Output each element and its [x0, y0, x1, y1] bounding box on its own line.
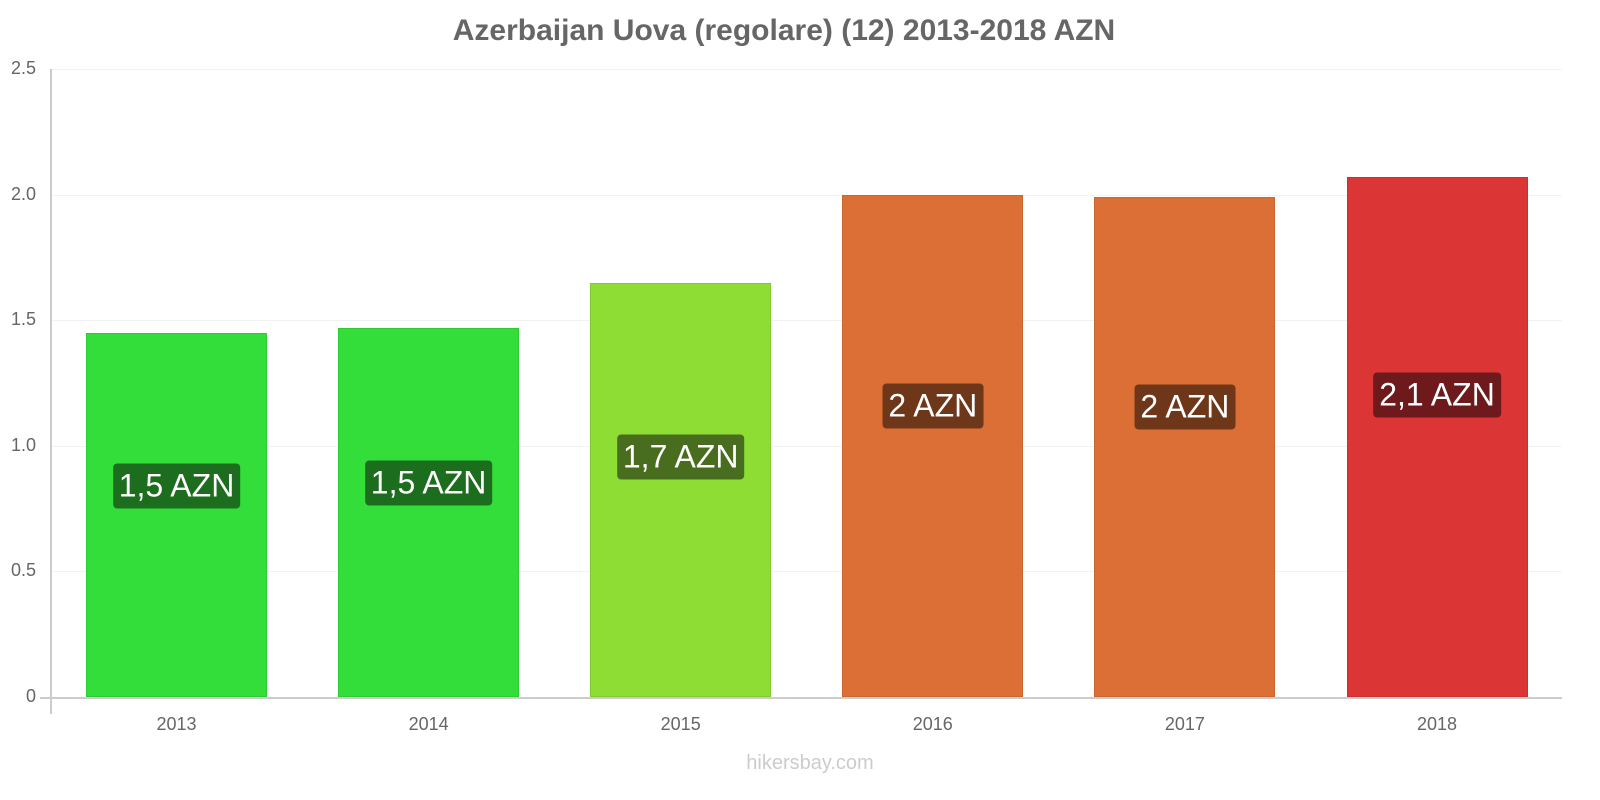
- chart-title: Azerbaijan Uova (regolare) (12) 2013-201…: [452, 14, 1116, 47]
- y-tick-label: 1.5: [10, 309, 36, 330]
- x-tick-label: 2017: [1164, 714, 1205, 734]
- x-tick-label: 2015: [660, 714, 701, 734]
- x-tick-label: 2018: [1416, 714, 1458, 734]
- gridline: [52, 445, 1562, 447]
- bar-2016[interactable]: [842, 194, 1024, 697]
- data-label: 1,7 AZN: [616, 434, 745, 480]
- y-axis-line: [50, 69, 52, 714]
- x-tick-label: 2016: [912, 714, 953, 734]
- bar-2015[interactable]: [590, 282, 772, 697]
- x-tick-label: 2013: [156, 714, 197, 734]
- data-label: 1,5 AZN: [112, 463, 241, 509]
- data-label: 1,5 AZN: [364, 460, 493, 506]
- bar-2013[interactable]: [86, 332, 267, 697]
- bar-2018[interactable]: [1346, 177, 1528, 697]
- bar-2014[interactable]: [338, 327, 520, 697]
- x-axis-line: [40, 697, 1562, 699]
- bar-2017[interactable]: [1094, 197, 1276, 697]
- gridline: [52, 320, 1562, 322]
- y-tick-label: 2.0: [10, 183, 36, 204]
- data-label: 2 AZN: [1134, 384, 1236, 430]
- x-tick-label: 2014: [408, 714, 449, 734]
- data-label: 2 AZN: [882, 383, 984, 429]
- y-tick-label: 0.5: [10, 560, 36, 581]
- y-tick-label: 1.0: [10, 434, 36, 455]
- data-label: 2,1 AZN: [1373, 372, 1501, 418]
- gridline: [52, 194, 1562, 196]
- y-tick-label: 2.5: [10, 58, 36, 78]
- gridline: [52, 571, 1562, 573]
- gridline: [52, 69, 1562, 70]
- watermark: hikersbay.com: [746, 752, 874, 774]
- y-tick-label: 0: [25, 686, 36, 706]
